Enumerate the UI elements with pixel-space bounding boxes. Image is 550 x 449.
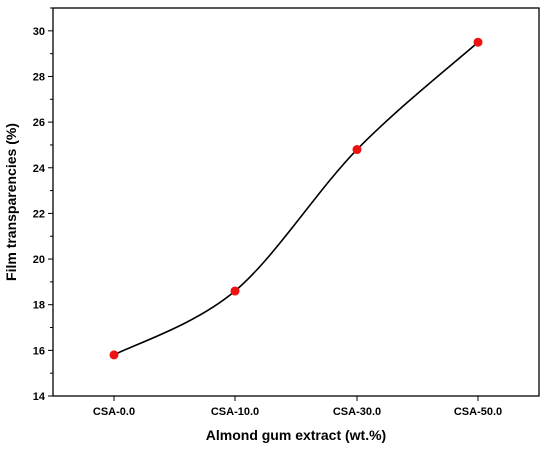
y-tick-label: 28 — [33, 71, 45, 83]
x-tick-label: CSA-0.0 — [93, 406, 135, 418]
x-axis: CSA-0.0 CSA-10.0 CSA-30.0 CSA-50.0 — [93, 396, 502, 418]
y-axis-label: Film transparencies (%) — [3, 123, 19, 281]
y-tick-label: 14 — [33, 391, 46, 403]
y-axis: 14 16 18 20 22 24 26 28 30 — [33, 7, 53, 403]
data-point — [109, 350, 119, 360]
data-point — [473, 37, 483, 47]
data-markers — [109, 37, 483, 360]
y-tick-label: 30 — [33, 26, 45, 38]
data-point — [352, 145, 362, 155]
y-tick-label: 26 — [33, 117, 45, 129]
x-tick-label: CSA-50.0 — [454, 406, 502, 418]
y-tick-label: 18 — [33, 300, 45, 312]
series-line — [113, 41, 479, 356]
plot-frame — [52, 7, 540, 397]
y-tick-label: 20 — [33, 254, 45, 266]
y-tick-label: 16 — [33, 345, 45, 357]
y-tick-label: 22 — [33, 208, 45, 220]
x-tick-label: CSA-10.0 — [211, 406, 259, 418]
x-tick-label: CSA-30.0 — [333, 406, 381, 418]
y-tick-label: 24 — [33, 163, 46, 175]
x-axis-label: Almond gum extract (wt.%) — [206, 427, 386, 443]
data-point — [230, 286, 240, 296]
